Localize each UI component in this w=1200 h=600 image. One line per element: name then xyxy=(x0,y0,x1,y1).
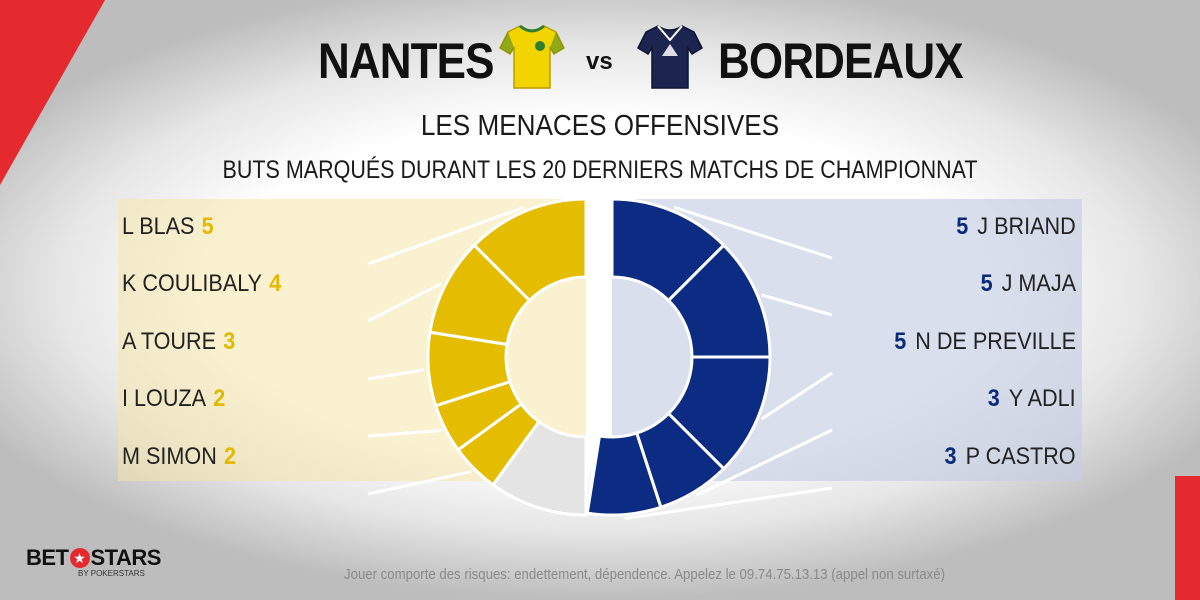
logo-text-right: STARS xyxy=(90,545,162,570)
home-scorer-goals: 4 xyxy=(269,270,282,297)
logo-star-icon: ★ xyxy=(69,548,90,568)
betstars-logo: BET ★ STARS BY POKERSTARS xyxy=(26,545,162,578)
away-scorer-goals: 3 xyxy=(944,443,957,470)
home-leader-line xyxy=(367,368,425,381)
home-scorer-name: M SIMON xyxy=(122,443,217,470)
gambling-disclaimer: Jouer comporte des risques: endettement,… xyxy=(344,566,946,583)
home-scorer-row: K COULIBALY 4 xyxy=(122,270,281,298)
away-scorer-name: Y ADLI xyxy=(1009,385,1076,412)
away-scorer-goals: 3 xyxy=(988,385,1001,412)
away-scorer-row: 5 J BRIAND xyxy=(957,213,1076,241)
home-remaining-segment xyxy=(491,419,588,517)
yellow-jersey-icon xyxy=(499,24,565,89)
away-scorer-name: N DE PREVILLE xyxy=(915,328,1076,355)
away-scorer-goals: 5 xyxy=(894,328,907,355)
away-scorer-name: J BRIAND xyxy=(977,213,1076,240)
home-scorer-row: I LOUZA 2 xyxy=(122,385,225,413)
home-scorer-name: A TOURE xyxy=(122,328,217,355)
home-scorer-goals: 3 xyxy=(223,328,236,355)
away-scorer-goals: 5 xyxy=(980,270,993,297)
away-scorer-row: 5 N DE PREVILLE xyxy=(894,328,1076,356)
home-leader-line xyxy=(367,429,442,438)
logo-subtext: BY POKERSTARS xyxy=(78,569,145,578)
chart-title: LES MENACES OFFENSIVES xyxy=(420,110,780,142)
away-leader-line xyxy=(624,486,833,520)
logo-text-left: BET xyxy=(26,545,69,570)
home-scorer-row: L BLAS 5 xyxy=(122,213,214,241)
away-team-name: BORDEAUX xyxy=(718,33,964,89)
home-scorer-row: A TOURE 3 xyxy=(122,328,235,356)
away-scorer-row: 5 J MAJA xyxy=(981,270,1076,298)
corner-accent-top-left xyxy=(0,0,105,185)
away-goal-segment xyxy=(585,431,663,517)
away-scorer-row: 3 Y ADLI xyxy=(988,385,1076,413)
home-scorer-name: K COULIBALY xyxy=(122,270,263,297)
home-scorer-goals: 2 xyxy=(223,443,237,470)
home-leader-line xyxy=(367,282,443,323)
away-leader-line xyxy=(673,205,833,260)
home-scorer-goals: 2 xyxy=(213,385,226,412)
away-leader-line xyxy=(760,371,833,421)
away-scorer-goals: 5 xyxy=(956,213,969,240)
home-scorer-row: M SIMON 2 xyxy=(122,443,236,471)
away-leader-line xyxy=(761,293,833,317)
versus-label: vs xyxy=(586,48,613,75)
match-header: NANTES vs BORDEAUX xyxy=(0,22,1200,94)
navy-jersey-icon xyxy=(637,25,703,89)
chart-subtitle: BUTS MARQUÉS DURANT LES 20 DERNIERS MATC… xyxy=(222,156,978,184)
home-leader-line xyxy=(367,470,472,496)
away-scorer-name: P CASTRO xyxy=(965,443,1076,470)
home-scorer-goals: 5 xyxy=(201,213,214,240)
home-scorer-name: L BLAS xyxy=(122,213,195,240)
home-leader-line xyxy=(367,205,525,266)
away-scorer-row: 3 P CASTRO xyxy=(945,443,1076,471)
corner-accent-bottom-right xyxy=(1175,400,1200,600)
home-scorer-name: I LOUZA xyxy=(122,385,207,412)
away-leader-line xyxy=(695,428,833,497)
away-scorer-name: J MAJA xyxy=(1001,270,1076,297)
home-team-name: NANTES xyxy=(318,33,495,89)
